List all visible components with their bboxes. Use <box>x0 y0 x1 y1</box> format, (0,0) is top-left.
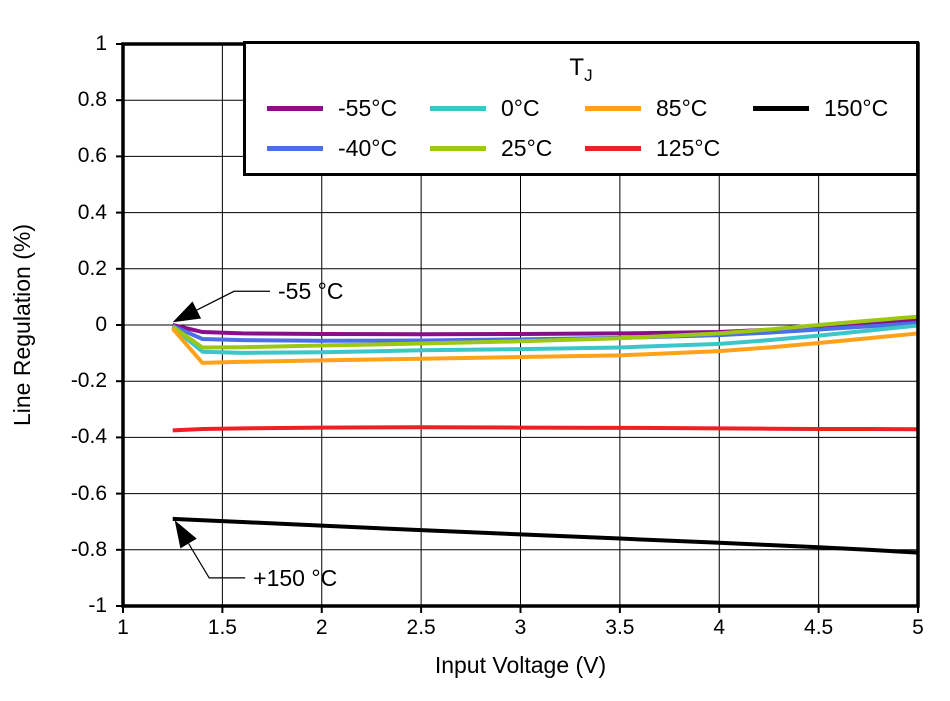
legend-swatch <box>585 105 641 111</box>
y-tick-label: 0.4 <box>77 200 107 224</box>
legend-swatch <box>267 146 323 152</box>
y-tick-label: -0.4 <box>70 425 107 449</box>
annotation-arrow-icon <box>174 520 197 549</box>
annotation-label: -55 °C <box>278 278 344 305</box>
series-line-125C <box>172 425 919 433</box>
legend-swatch <box>585 146 641 152</box>
legend-entry: -55°C <box>267 95 430 122</box>
legend-swatch <box>430 146 486 152</box>
series-line-85C <box>171 327 919 365</box>
x-tick-label: 4.5 <box>804 616 834 639</box>
legend-entries: -55°C -40°C 0°C 25°C 85°C 125°C 150°C <box>267 88 910 169</box>
legend-label: 85°C <box>656 94 708 121</box>
legend-title: TJ <box>246 54 916 86</box>
series-line-0C <box>171 323 919 355</box>
y-tick-label: 1 <box>95 32 107 55</box>
x-tick-label: 2.5 <box>406 616 436 639</box>
y-tick-label: -1 <box>88 594 107 617</box>
legend-label: 125°C <box>656 135 721 162</box>
legend-title-subscript: J <box>584 65 593 85</box>
annotation-leader-line <box>196 290 271 311</box>
legend: TJ -55°C -40°C 0°C 25°C 85°C 125°C 150°C <box>243 41 919 176</box>
legend-entry: 125°C <box>585 135 753 162</box>
y-tick-label: -0.2 <box>70 369 107 393</box>
x-tick-label: 5 <box>912 616 924 639</box>
series-line--55C <box>172 318 919 337</box>
legend-label: 150°C <box>824 94 889 121</box>
x-tick-label: 4 <box>713 616 726 639</box>
legend-entry: 25°C <box>430 135 585 162</box>
x-tick-label: 3.5 <box>605 616 635 639</box>
x-tick-label: 3 <box>514 616 527 639</box>
legend-swatch <box>267 105 323 111</box>
legend-swatch <box>430 105 486 111</box>
y-tick-label: -0.6 <box>70 481 107 505</box>
x-axis-title: Input Voltage (V) <box>434 652 607 678</box>
annotation-leader-line <box>188 543 246 579</box>
annotation-arrow-icon <box>172 301 202 323</box>
annotation-label: +150 °C <box>253 564 338 591</box>
legend-entry: -40°C <box>267 135 430 162</box>
x-tick-label: 1 <box>117 616 129 639</box>
series-line-150C <box>172 516 919 555</box>
legend-swatch <box>753 105 809 111</box>
legend-label: -40°C <box>338 135 398 162</box>
y-tick-label: 0.6 <box>77 144 107 168</box>
y-tick-label: 0 <box>95 313 107 336</box>
legend-title-symbol: T <box>569 54 585 81</box>
legend-label: 25°C <box>501 135 553 162</box>
y-tick-label: 0.8 <box>77 88 107 112</box>
legend-entry: 0°C <box>430 95 585 122</box>
series-line-25C <box>171 314 919 350</box>
legend-entry: 85°C <box>585 95 753 122</box>
x-tick-label: 2 <box>315 616 328 639</box>
x-tick-label: 1.5 <box>207 616 237 639</box>
y-tick-label: 0.2 <box>77 256 107 280</box>
legend-label: 0°C <box>501 94 540 121</box>
legend-entry: 150°C <box>753 95 910 122</box>
legend-label: -55°C <box>338 94 398 121</box>
y-tick-label: -0.8 <box>70 537 107 561</box>
